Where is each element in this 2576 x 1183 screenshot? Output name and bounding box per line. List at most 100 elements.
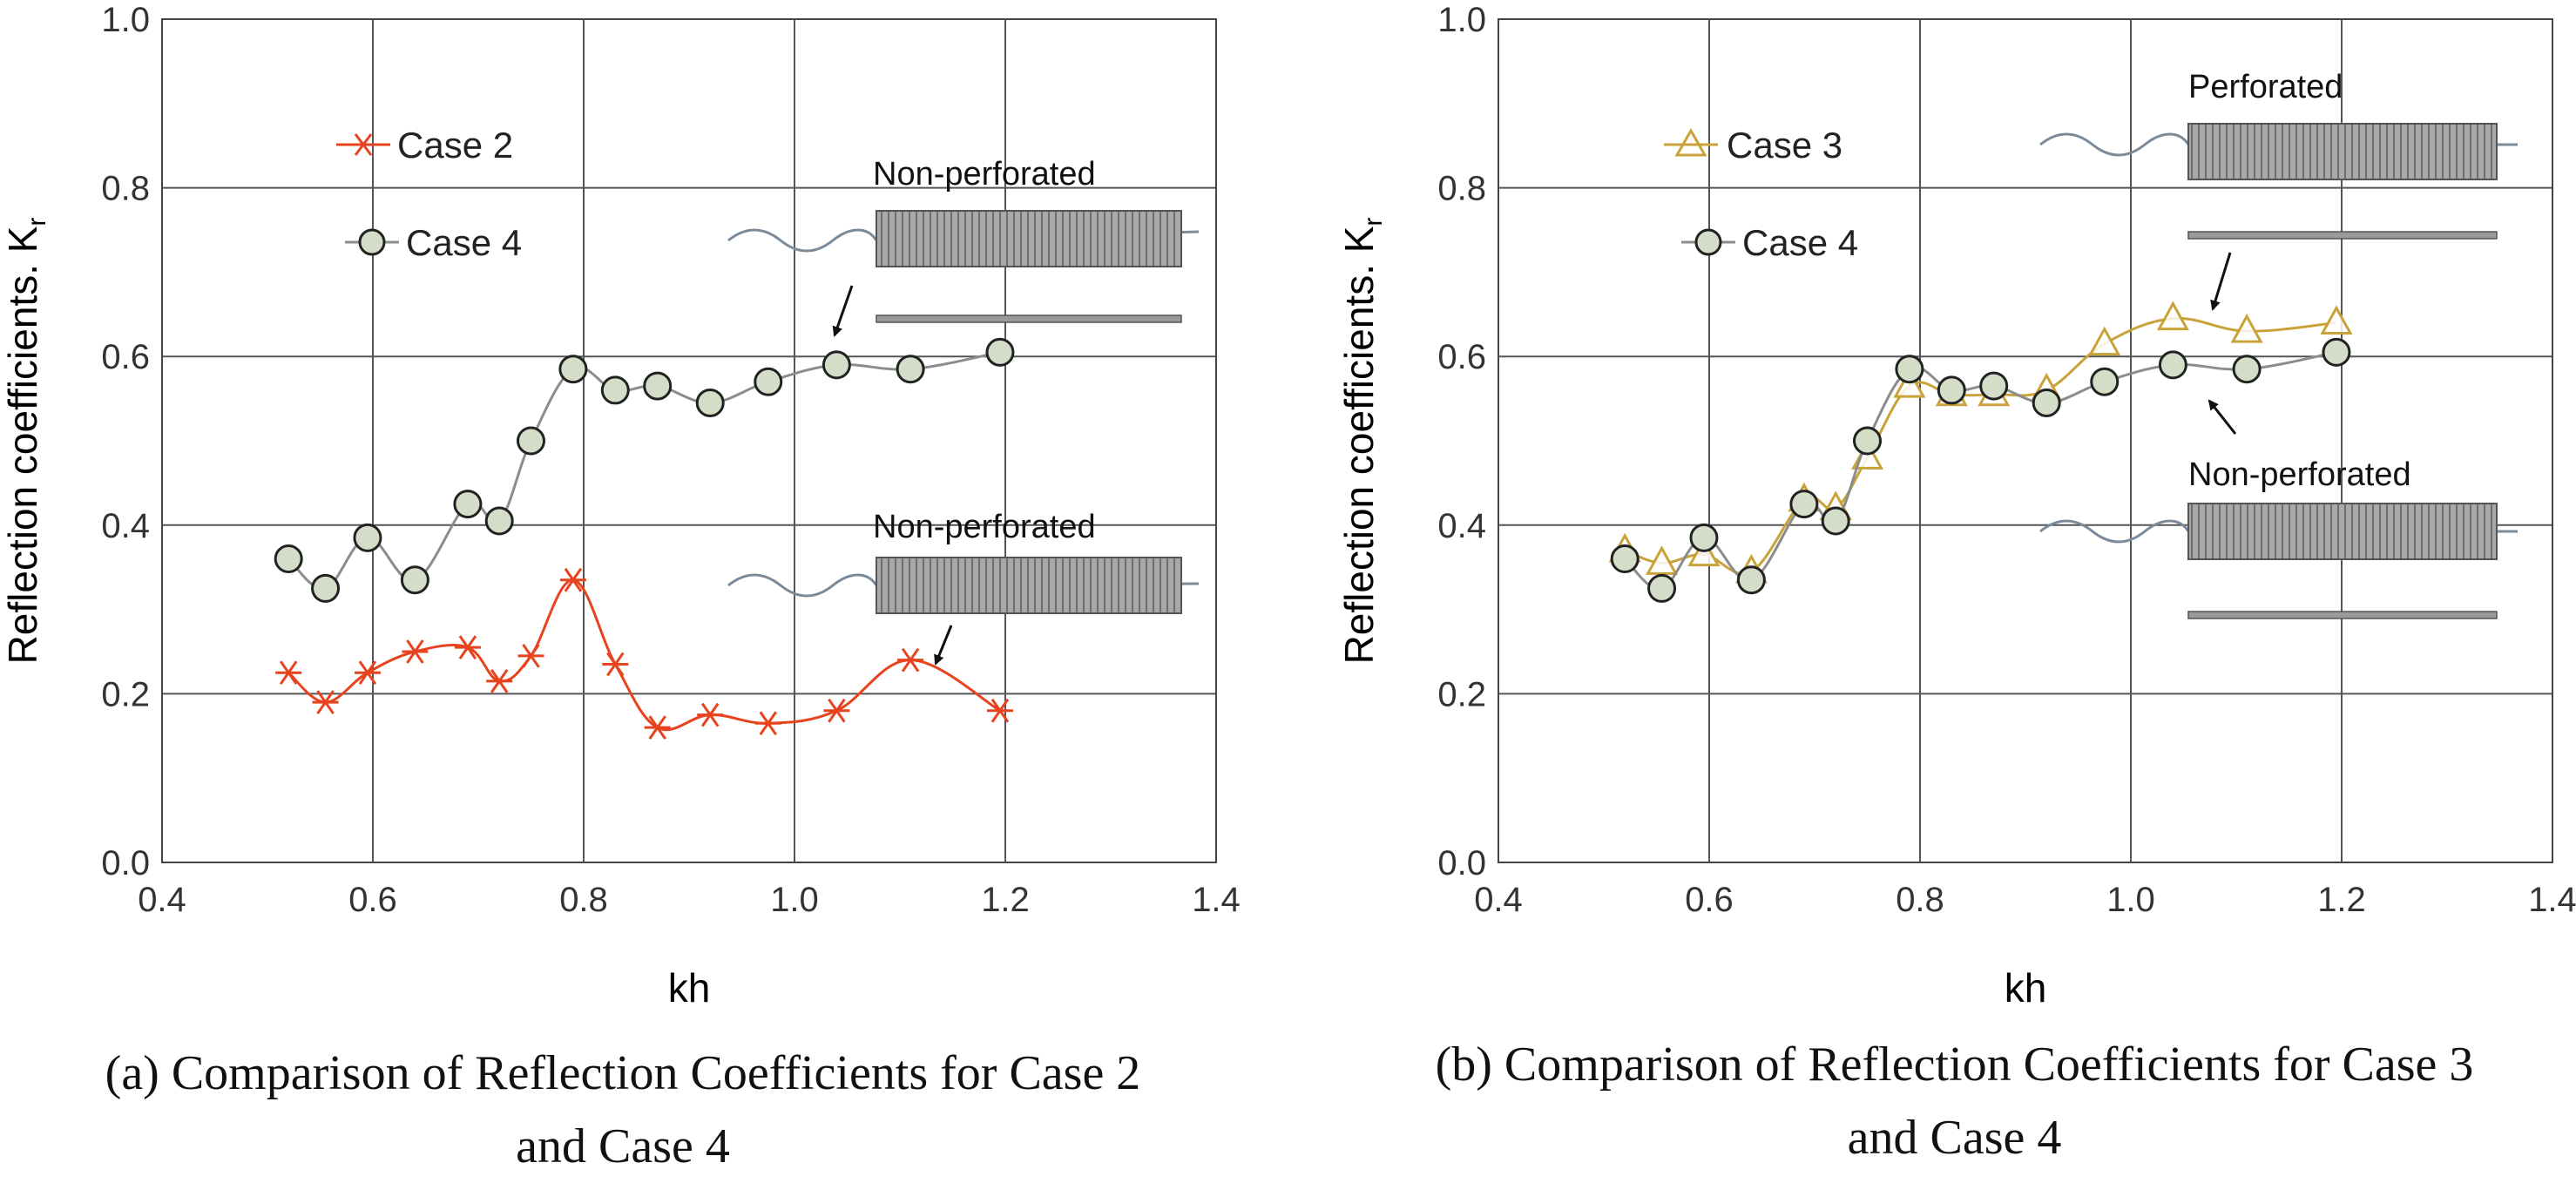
series-case4-b bbox=[1610, 337, 2351, 603]
x-tick-label-a: 0.8 bbox=[559, 881, 608, 919]
plot-frame-a bbox=[161, 18, 1217, 863]
caisson-upper-b bbox=[2187, 123, 2498, 180]
svg-text:Reflection coefficients. Kr: Reflection coefficients. Kr bbox=[1336, 218, 1388, 665]
series-layer-a bbox=[274, 337, 1015, 740]
data-point-circle-a bbox=[896, 355, 925, 384]
y-tick-label-a: 0.2 bbox=[101, 675, 150, 713]
legend-item-case4-b: Case 4 bbox=[1681, 222, 1858, 263]
data-point-triangle-b bbox=[2088, 326, 2121, 356]
data-point-asterisk-a bbox=[644, 715, 671, 740]
wave-line-lower-a bbox=[727, 573, 878, 598]
y-tick-label-a: 0.6 bbox=[101, 338, 150, 376]
y-axis-label-a-sub: r bbox=[23, 218, 51, 226]
data-point-asterisk-a bbox=[559, 567, 586, 592]
data-point-asterisk-a bbox=[754, 711, 781, 736]
y-axis-label-a: Reflection coefficients. Kr bbox=[0, 218, 51, 665]
legend-marker-case2-a bbox=[351, 133, 375, 156]
base-plate-lower-b bbox=[2187, 611, 2498, 619]
data-point-circle-b bbox=[1736, 565, 1766, 595]
legend-marker-case4-b bbox=[1694, 228, 1722, 256]
structure-diagram-lower-a: Non-perforated bbox=[727, 509, 1200, 666]
data-point-circle-a bbox=[311, 573, 341, 603]
legend-item-case4-a: Case 4 bbox=[345, 222, 522, 263]
x-tick-label-a: 1.0 bbox=[770, 881, 819, 919]
caisson-lower-b bbox=[2187, 503, 2498, 560]
data-point-asterisk-a bbox=[517, 643, 544, 668]
caisson-upper-a bbox=[876, 210, 1182, 267]
data-point-circle-b bbox=[1789, 490, 1819, 519]
x-tick-label-a: 1.4 bbox=[1192, 881, 1241, 919]
data-point-circle-b bbox=[1937, 375, 1966, 405]
chart-panel-a: 0.0 0.2 0.4 0.6 0.8 1.0 0.4 0.6 0.8 1.0 1.2 1.4 kh… bbox=[0, 1, 1241, 1011]
caption-a: (a) Comparison of Reflection Coefficient… bbox=[0, 1037, 1246, 1183]
caption-b-line2: and Case 4 bbox=[1847, 1111, 2062, 1165]
y-tick-label-b: 0.4 bbox=[1437, 507, 1486, 545]
data-point-circle-b bbox=[1689, 523, 1719, 552]
legend-label-case4-a: Case 4 bbox=[406, 222, 522, 263]
y-axis-label-b: Reflection coefficients. Kr bbox=[1336, 218, 1388, 665]
x-tick-label-b: 0.4 bbox=[1474, 881, 1523, 919]
arrow-upper-a bbox=[832, 285, 854, 337]
structure-diagram-upper-a: Non-perforated bbox=[727, 156, 1200, 337]
data-point-circle-a bbox=[985, 337, 1015, 367]
data-point-asterisk-a bbox=[897, 647, 924, 673]
series-case4-a bbox=[274, 337, 1015, 603]
data-point-triangle-b bbox=[2320, 305, 2353, 335]
x-tick-label-b: 1.4 bbox=[2528, 881, 2576, 919]
annotation-nonperforated-b: Non-perforated bbox=[2188, 456, 2411, 493]
y-tick-label-b: 0.6 bbox=[1437, 338, 1486, 376]
y-tick-label-a: 0.8 bbox=[101, 170, 150, 208]
y-axis-label-b-text: Reflection coefficients. K bbox=[1336, 226, 1382, 664]
caption-a-line1: (a) Comparison of Reflection Coefficient… bbox=[105, 1046, 1141, 1100]
base-plate-upper-a bbox=[876, 314, 1182, 323]
structure-diagram-upper-b: Perforated bbox=[2039, 69, 2518, 311]
annotation-nonperforated-upper-a: Non-perforated bbox=[873, 156, 1096, 193]
legend-item-case2-a: Case 2 bbox=[336, 125, 513, 166]
x-tick-label-a: 0.6 bbox=[348, 881, 397, 919]
data-point-asterisk-a bbox=[697, 702, 724, 727]
data-point-asterisk-a bbox=[402, 639, 429, 664]
data-point-asterisk-a bbox=[275, 660, 302, 686]
x-tick-label-b: 1.2 bbox=[2317, 881, 2366, 919]
data-point-asterisk-a bbox=[354, 660, 381, 686]
y-axis-label-b-sub: r bbox=[1359, 218, 1388, 226]
caption-a-line2: and Case 4 bbox=[516, 1119, 730, 1173]
y-ticks-b: 0.0 0.2 0.4 0.6 0.8 1.0 bbox=[1437, 1, 1486, 882]
data-point-circle-b bbox=[1895, 355, 1924, 384]
data-point-circle-b bbox=[1610, 544, 1640, 574]
data-point-circle-a bbox=[695, 388, 725, 417]
grid-a bbox=[161, 18, 1217, 863]
data-point-circle-a bbox=[600, 375, 630, 405]
caption-b-line1: (b) Comparison of Reflection Coefficient… bbox=[1435, 1038, 2474, 1092]
data-point-asterisk-a bbox=[312, 690, 339, 714]
structure-diagram-lower-b: Non-perforated bbox=[2039, 399, 2518, 619]
base-plate-upper-b bbox=[2187, 231, 2498, 240]
data-point-circle-a bbox=[274, 544, 303, 574]
series-case2-a bbox=[275, 567, 1013, 740]
x-ticks-a: 0.4 0.6 0.8 1.0 1.2 1.4 bbox=[138, 881, 1241, 919]
arrow-upper-b bbox=[2210, 252, 2232, 311]
data-point-asterisk-a bbox=[986, 698, 1013, 723]
wave-line-upper-b bbox=[2039, 132, 2190, 157]
data-point-circle-a bbox=[517, 426, 545, 456]
data-point-asterisk-a bbox=[486, 669, 513, 693]
arrow-lower-a bbox=[934, 625, 953, 666]
data-point-circle-a bbox=[453, 490, 483, 519]
y-tick-label-b: 0.2 bbox=[1437, 675, 1486, 713]
y-tick-label-b: 0.8 bbox=[1437, 170, 1486, 208]
x-ticks-b: 0.4 0.6 0.8 1.0 1.2 1.4 bbox=[1474, 881, 2576, 919]
data-point-triangle-b bbox=[2156, 301, 2189, 331]
data-point-circle-a bbox=[643, 371, 673, 401]
caption-b: (b) Comparison of Reflection Coefficient… bbox=[1333, 1028, 2576, 1174]
chart-panel-b: 0.0 0.2 0.4 0.6 0.8 1.0 0.4 0.6 0.8 1.0 1.2 1.4 kh… bbox=[1336, 1, 2576, 1011]
y-axis-label-a-text: Reflection coefficients. K bbox=[0, 226, 45, 664]
data-point-triangle-b bbox=[1893, 368, 1926, 398]
data-point-asterisk-a bbox=[602, 652, 629, 677]
caisson-lower-a bbox=[876, 557, 1182, 614]
x-axis-label-a: kh bbox=[668, 965, 711, 1011]
svg-text:Reflection coefficients. Kr: Reflection coefficients. Kr bbox=[0, 218, 51, 665]
y-ticks-a: 0.0 0.2 0.4 0.6 0.8 1.0 bbox=[101, 1, 150, 882]
legend-a: Case 2 Case 4 bbox=[336, 125, 522, 263]
plot-frame-b bbox=[1498, 18, 2553, 863]
